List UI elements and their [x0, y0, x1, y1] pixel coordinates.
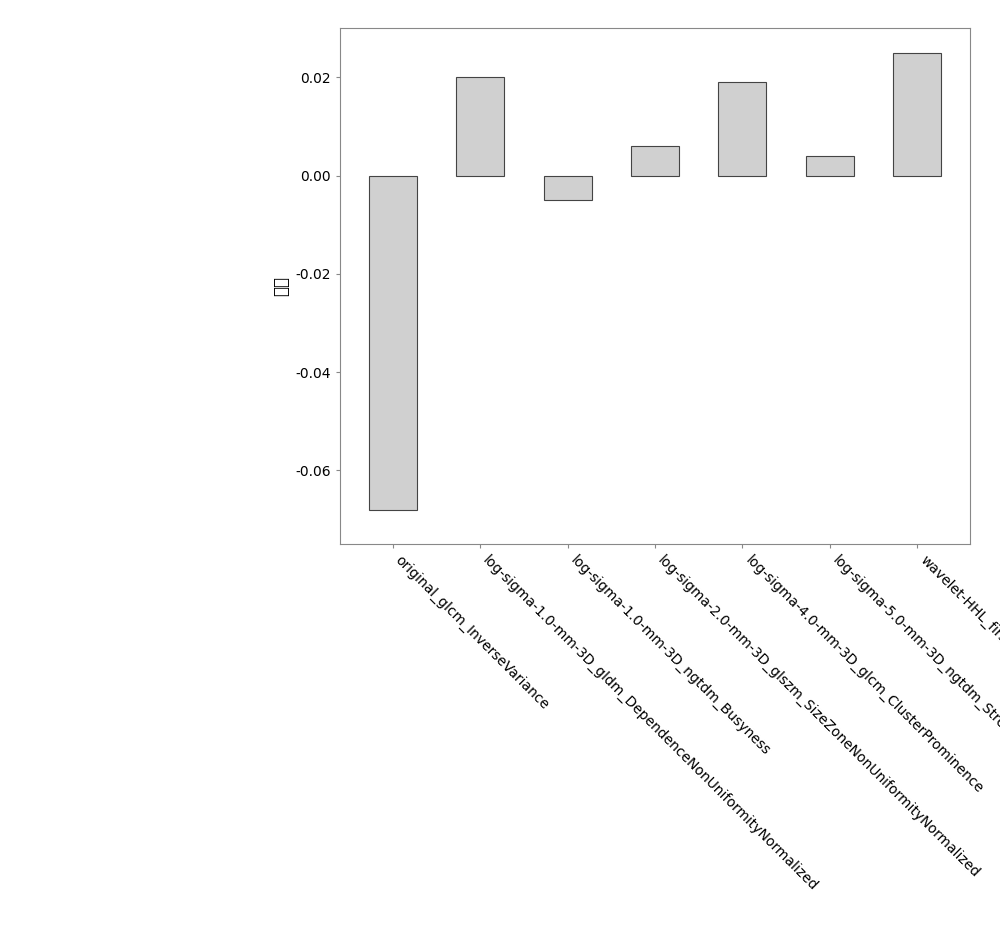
- Bar: [369, 175, 417, 509]
- Bar: [806, 156, 854, 175]
- Bar: [631, 146, 679, 175]
- Bar: [893, 53, 941, 175]
- Bar: [456, 77, 504, 175]
- Bar: [718, 83, 766, 175]
- Y-axis label: 权重: 权重: [272, 276, 290, 296]
- Bar: [544, 175, 592, 200]
